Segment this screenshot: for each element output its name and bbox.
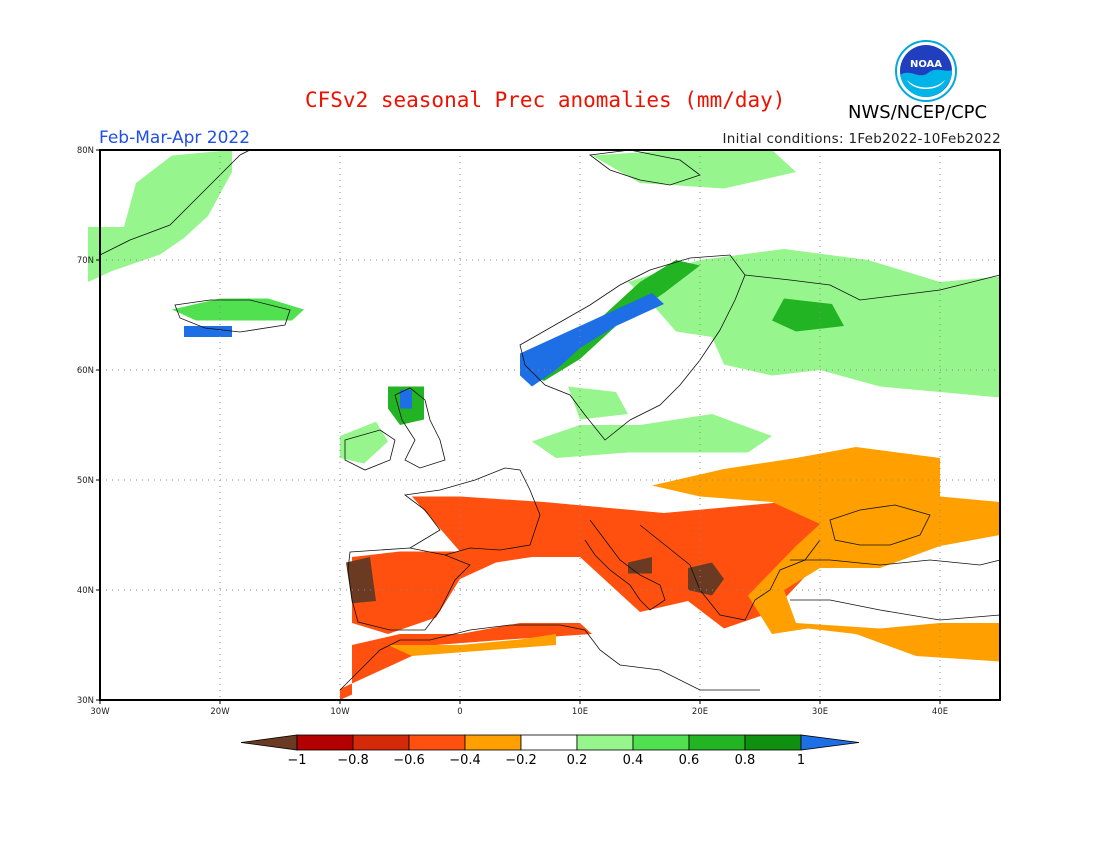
coastline-scandinavia xyxy=(519,254,746,441)
anomaly-region-5 xyxy=(772,298,844,332)
lat-tick-label: 70N xyxy=(77,256,94,266)
coastline-balkans xyxy=(639,524,821,621)
graticule xyxy=(100,150,1000,700)
coastline-svalbard xyxy=(588,149,701,186)
lat-tick-label: 40N xyxy=(77,586,94,596)
coastline-russia-north xyxy=(744,274,1001,301)
coastline-north-africa xyxy=(339,624,760,691)
anomaly-region-11 xyxy=(340,421,388,464)
lon-tick-label: 30W xyxy=(90,707,110,717)
anomaly-region-12 xyxy=(532,414,772,458)
anomaly-region-0 xyxy=(88,150,232,282)
coastline-france xyxy=(403,467,541,556)
anomaly-region-15 xyxy=(346,557,376,604)
anomaly-region-2 xyxy=(184,326,232,337)
anomaly-region-13 xyxy=(352,496,844,634)
noaa-logo: NOAA xyxy=(895,40,957,102)
coastline-greenland xyxy=(99,149,251,256)
anomaly-region-16 xyxy=(688,562,724,596)
anomaly-region-17 xyxy=(628,557,652,574)
lon-tick-label: 10W xyxy=(330,707,350,717)
map-background xyxy=(100,150,1000,700)
coastline-iceland xyxy=(174,299,291,333)
lon-tick-label: 30E xyxy=(812,707,828,717)
map-title: CFSv2 seasonal Prec anomalies (mm/day) xyxy=(305,88,786,112)
lat-tick-label: 80N xyxy=(77,146,94,156)
coastline-black-sea xyxy=(829,504,931,546)
coastline-turkey xyxy=(790,559,1001,621)
lon-tick-label: 10E xyxy=(572,707,588,717)
coastlines xyxy=(99,149,1001,691)
latitude-labels: 80N 70N 60N 50N 40N 30N xyxy=(77,146,100,706)
anomaly-region-3 xyxy=(592,150,796,189)
lat-tick-label: 60N xyxy=(77,366,94,376)
anomaly-regions xyxy=(88,150,1000,700)
longitude-labels: 30W 20W 10W 0 10E 20E 30E 40E xyxy=(90,700,948,717)
anomaly-region-14 xyxy=(652,447,1000,662)
lon-tick-label: 20E xyxy=(692,707,708,717)
lon-tick-label: 40E xyxy=(932,707,948,717)
coastline-uk xyxy=(394,387,446,469)
noaa-logo-icon: NOAA xyxy=(895,40,957,102)
coastline-italy xyxy=(584,519,666,611)
coastline-iberia xyxy=(347,547,471,631)
map-frame xyxy=(99,149,1001,701)
agency-label: NWS/NCEP/CPC xyxy=(848,102,988,123)
anomaly-region-8 xyxy=(568,386,628,420)
anomaly-region-18 xyxy=(340,623,592,700)
lat-tick-label: 50N xyxy=(77,476,94,486)
lon-tick-label: 20W xyxy=(210,707,230,717)
coastline-ireland xyxy=(344,429,396,471)
anomaly-region-10 xyxy=(400,389,412,409)
lat-tick-label: 30N xyxy=(77,696,94,706)
anomaly-region-1 xyxy=(172,298,304,321)
anomaly-region-7 xyxy=(520,293,664,387)
initial-conditions: Initial conditions: 1Feb2022-10Feb2022 xyxy=(722,131,1001,147)
anomaly-region-19 xyxy=(388,634,556,656)
lon-tick-label: 0 xyxy=(457,707,462,717)
forecast-period: Feb-Mar-Apr 2022 xyxy=(99,128,251,148)
logo-text: NOAA xyxy=(910,59,942,70)
